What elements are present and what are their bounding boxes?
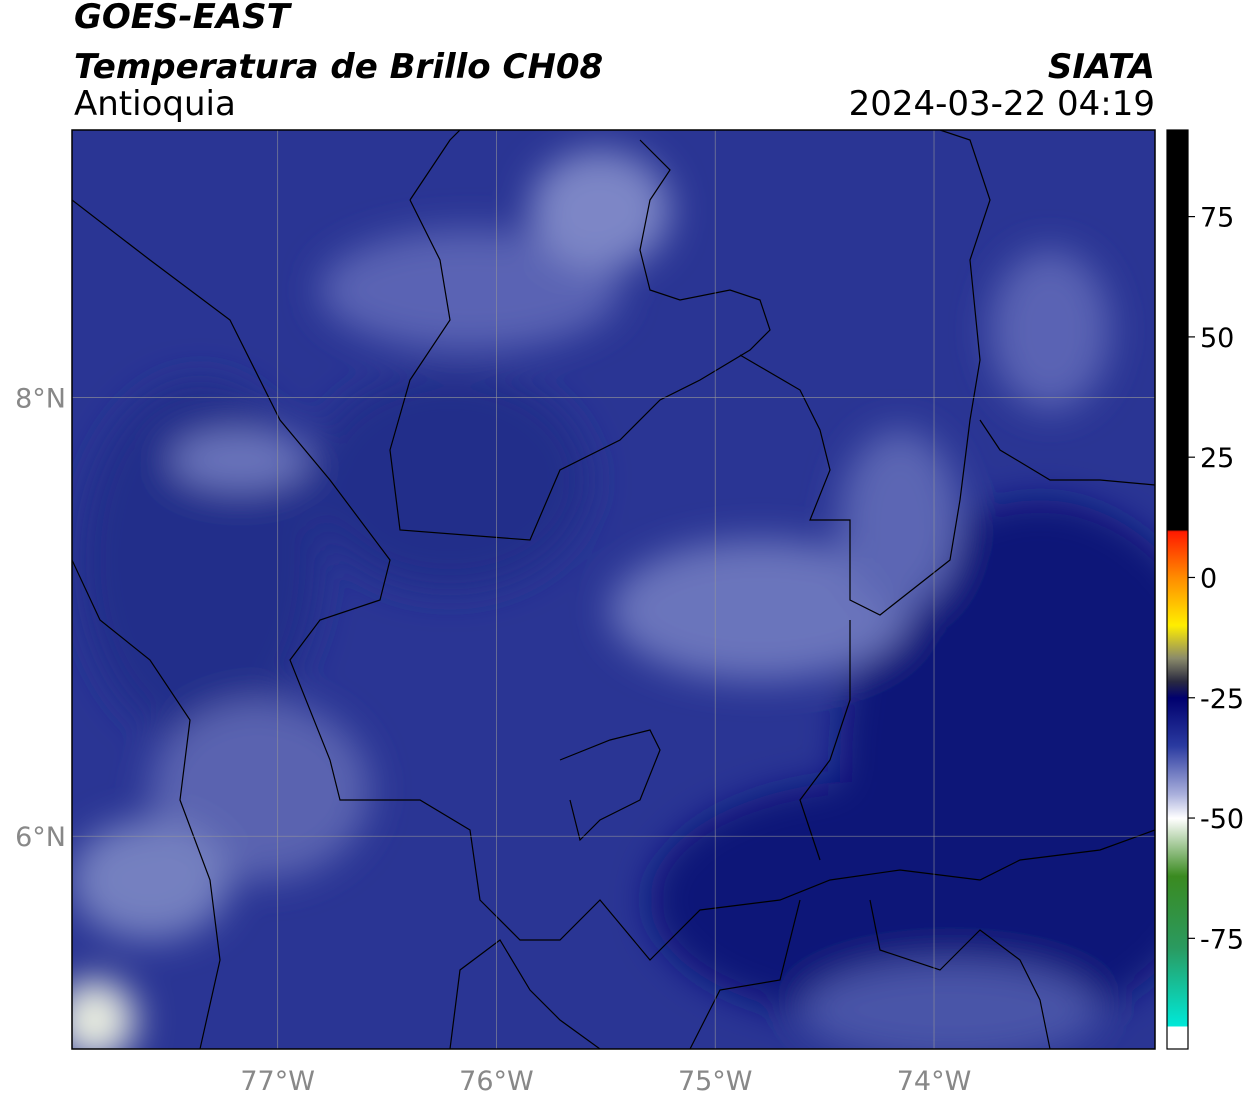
lon-label: 76°W [459, 1066, 534, 1097]
lon-label: 74°W [897, 1066, 972, 1097]
lat-label: 8°N [15, 384, 66, 415]
map-frame [71, 129, 1156, 1050]
lon-label: 77°W [240, 1066, 315, 1097]
map-image [72, 130, 1155, 1049]
graticule [72, 130, 1155, 1049]
satellite: GOES-EAST [74, 0, 293, 37]
lat-label: 6°N [15, 822, 66, 853]
lon-label: 75°W [678, 1066, 753, 1097]
colorbar-tick-label: 0 [1200, 563, 1217, 594]
colorbar-tick-label: 25 [1200, 443, 1234, 474]
colorbar-tick-label: -50 [1200, 804, 1244, 835]
colorbar-tick-label: -75 [1200, 924, 1244, 955]
product: Temperatura de Brillo CH08 [74, 47, 603, 87]
timestamp: 2024-03-22 04:19 [849, 84, 1155, 124]
colorbar [1166, 129, 1189, 1050]
colorbar-tick-label: -25 [1200, 684, 1244, 715]
colorbar-tick-label: 75 [1200, 203, 1234, 234]
region: Antioquia [74, 84, 236, 124]
colorbar-tick-label: 50 [1200, 323, 1234, 354]
source: SIATA [1048, 47, 1155, 87]
